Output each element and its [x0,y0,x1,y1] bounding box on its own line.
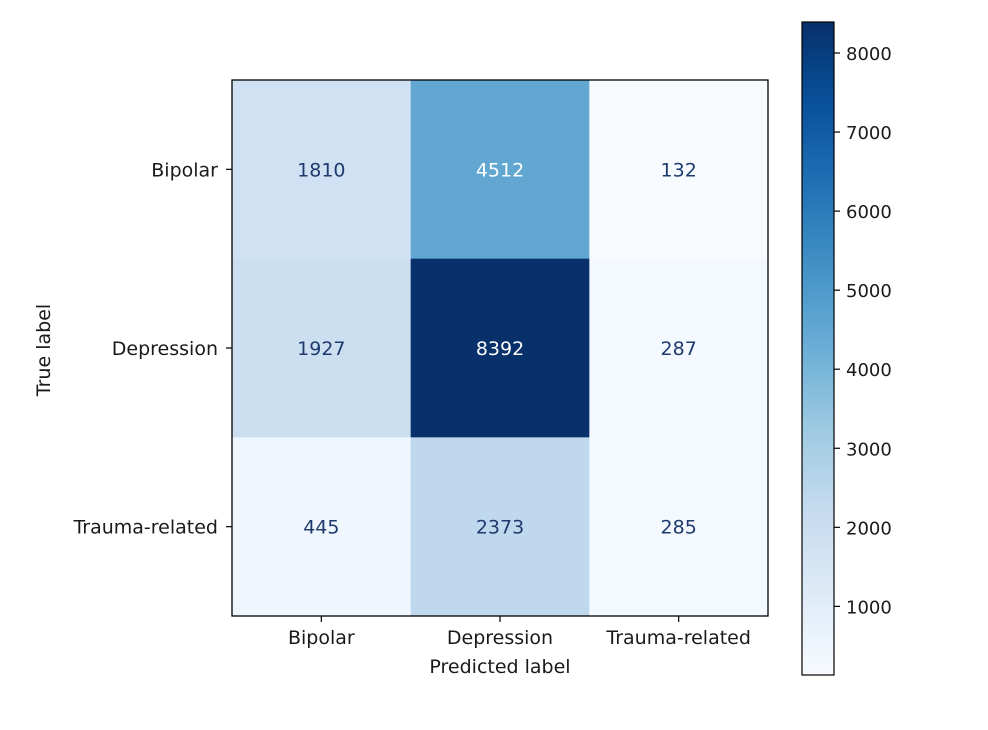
cell-value-label: 445 [303,517,339,539]
heatmap-cell [232,258,412,438]
y-tick-label: Trauma-related [72,517,218,539]
colorbar-ticks: 1000 2000 3000 4000 5000 6000 7000 8000 [834,44,892,618]
cell-value-label: 1810 [297,159,345,181]
y-tick-label: Bipolar [151,159,218,181]
heatmap: 1810 4512 132 1927 8392 287 445 2373 285 [232,80,769,617]
colorbar-tick-label: 5000 [846,281,892,302]
colorbar-tick-label: 2000 [846,518,892,539]
heatmap-cell [232,80,412,260]
colorbar [802,22,834,675]
colorbar-tick-label: 3000 [846,439,892,460]
y-axis-label: True label [33,304,55,397]
cell-value-label: 287 [661,338,697,360]
x-tick-label: Depression [447,627,553,649]
colorbar-tick-label: 6000 [846,202,892,223]
cell-value-label: 2373 [476,517,524,539]
y-axis-ticks: Bipolar Depression Trauma-related [72,159,232,539]
heatmap-cell [410,258,590,438]
x-axis-label: Predicted label [429,656,570,678]
colorbar-frame [801,21,835,676]
heatmap-cell [589,80,769,260]
cell-value-label: 8392 [476,338,524,360]
x-axis-ticks: Bipolar Depression Trauma-related [288,616,751,649]
heatmap-cell [410,80,590,260]
cell-value-label: 132 [661,159,697,181]
colorbar-tick-label: 4000 [846,360,892,381]
colorbar-tick-label: 1000 [846,597,892,618]
colorbar-tick-label: 7000 [846,123,892,144]
heatmap-cell [410,437,590,617]
y-tick-label: Depression [112,338,218,360]
x-tick-label: Trauma-related [605,627,751,649]
cell-value-label: 285 [661,517,697,539]
cell-value-label: 4512 [476,159,524,181]
heatmap-cell [589,437,769,617]
colorbar-tick-label: 8000 [846,44,892,65]
heatmap-cell [589,258,769,438]
x-tick-label: Bipolar [288,627,355,649]
heatmap-cell [232,437,412,617]
cell-value-label: 1927 [297,338,345,360]
